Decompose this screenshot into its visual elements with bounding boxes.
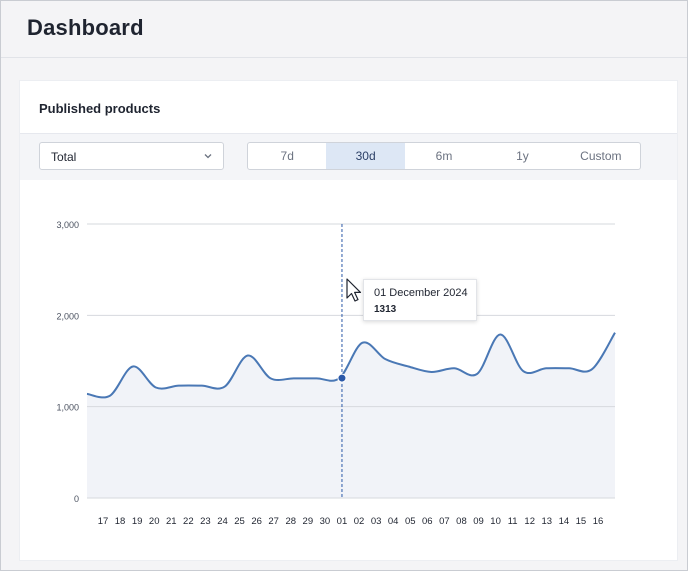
card-title: Published products — [39, 101, 161, 116]
x-tick-label: 08 — [456, 516, 467, 527]
x-tick-label: 16 — [593, 516, 604, 527]
chart-tooltip: 01 December 2024 1313 — [363, 279, 477, 321]
x-tick-label: 27 — [268, 516, 279, 527]
x-tick-label: 14 — [559, 516, 570, 527]
tooltip-value: 1313 — [374, 304, 397, 315]
chart-controls: Total 7d 30d 6m 1y Custom — [20, 133, 677, 180]
x-tick-label: 12 — [524, 516, 535, 527]
time-range-selector: 7d 30d 6m 1y Custom — [247, 142, 641, 170]
x-tick-label: 05 — [405, 516, 416, 527]
x-tick-label: 09 — [473, 516, 484, 527]
x-tick-label: 28 — [285, 516, 296, 527]
x-tick-label: 15 — [576, 516, 587, 527]
mouse-pointer-icon — [346, 278, 362, 302]
x-tick-label: 19 — [132, 516, 143, 527]
y-tick-label: 1,000 — [56, 403, 79, 413]
x-tick-label: 02 — [354, 516, 365, 527]
x-tick-label: 29 — [303, 516, 314, 527]
y-tick-label: 2,000 — [56, 311, 79, 321]
x-tick-label: 23 — [200, 516, 211, 527]
x-tick-label: 11 — [508, 516, 518, 527]
x-tick-label: 30 — [320, 516, 331, 527]
y-tick-label: 3,000 — [56, 220, 79, 230]
x-tick-label: 20 — [149, 516, 160, 527]
x-tick-label: 03 — [371, 516, 382, 527]
range-custom-button[interactable]: Custom — [580, 149, 622, 163]
series-area — [87, 332, 615, 498]
range-30d-button[interactable]: 30d — [326, 143, 405, 169]
x-tick-label: 10 — [490, 516, 501, 527]
range-1y-button[interactable]: 1y — [516, 149, 529, 163]
highlight-point — [337, 373, 347, 383]
range-6m-button[interactable]: 6m — [435, 149, 453, 163]
y-tick-label: 0 — [74, 494, 79, 504]
published-products-chart: 3,000 2,000 1,000 0 17 18 19 20 21 22 23 24 25 26 27 28… — [20, 180, 677, 560]
x-tick-label: 06 — [422, 516, 433, 527]
x-tick-label: 21 — [166, 516, 177, 527]
page-title: Dashboard — [27, 15, 144, 40]
x-tick-label: 17 — [98, 516, 109, 527]
x-tick-label: 22 — [183, 516, 194, 527]
x-tick-label: 07 — [439, 516, 450, 527]
page-header: Dashboard — [1, 1, 687, 58]
x-tick-label: 18 — [115, 516, 126, 527]
tooltip-date: 01 December 2024 — [374, 287, 468, 299]
x-tick-label: 04 — [388, 516, 399, 527]
x-tick-label: 13 — [542, 516, 553, 527]
range-7d-button[interactable]: 7d — [280, 149, 294, 163]
product-filter-select[interactable]: Total — [39, 142, 224, 170]
x-tick-label: 24 — [217, 516, 228, 527]
x-tick-label: 01 — [337, 516, 348, 527]
chevron-down-icon — [204, 154, 212, 159]
chart-svg: 3,000 2,000 1,000 0 17 18 19 20 21 22 23 24 25 26 27 28… — [56, 220, 616, 527]
x-tick-label: 26 — [251, 516, 262, 527]
product-filter-value: Total — [51, 150, 77, 164]
series-line — [86, 332, 616, 399]
x-tick-label: 25 — [234, 516, 245, 527]
published-products-card: Published products Total 7d 30d 6m 1y Cu… — [19, 80, 678, 561]
